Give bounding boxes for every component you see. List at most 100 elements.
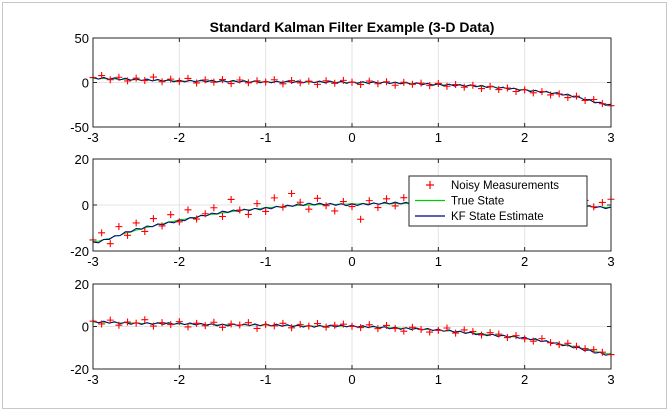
x-tick-label: 3 xyxy=(607,254,614,269)
measurement-point xyxy=(564,94,572,102)
y-tick-label: -50 xyxy=(70,120,89,135)
measurement-point xyxy=(236,76,244,84)
measurement-point xyxy=(572,92,580,100)
measurement-point xyxy=(296,79,304,87)
measurement-point xyxy=(201,76,209,84)
x-tick-label: 2 xyxy=(521,254,528,269)
measurement-point xyxy=(132,74,140,82)
measurement-point xyxy=(115,321,123,329)
measurement-point xyxy=(219,76,226,84)
y-tick-label: -20 xyxy=(70,362,89,377)
measurement-point xyxy=(227,195,235,203)
x-tick-label: 3 xyxy=(607,372,614,387)
measurement-point xyxy=(262,78,270,86)
x-tick-label: 0 xyxy=(348,130,355,145)
measurement-point xyxy=(158,222,166,230)
measurement-point xyxy=(383,78,391,86)
legend: Noisy Measurements True State KF State Est… xyxy=(408,175,588,227)
chart-title: Standard Kalman Filter Example (3-D Data… xyxy=(210,19,495,35)
measurement-point xyxy=(564,339,572,347)
measurement-point xyxy=(175,218,183,226)
measurement-point xyxy=(270,322,278,330)
measurement-point xyxy=(417,79,425,87)
measurement-point xyxy=(590,346,598,354)
measurement-point xyxy=(391,324,399,332)
measurement-point xyxy=(253,200,261,208)
measurement-point xyxy=(348,78,356,86)
measurement-point xyxy=(158,319,166,327)
legend-label: True State xyxy=(451,196,504,208)
measurement-point xyxy=(132,319,140,327)
measurement-point xyxy=(581,96,589,104)
x-tick-label: 1 xyxy=(435,130,442,145)
y-tick-label: 0 xyxy=(82,320,89,335)
measurement-point xyxy=(538,335,546,343)
measurement-point xyxy=(374,325,382,333)
measurement-point xyxy=(357,324,365,332)
y-tick-label: 50 xyxy=(75,31,89,46)
measurement-point xyxy=(590,95,598,103)
measurement-point xyxy=(210,78,218,86)
measurement-point xyxy=(598,198,606,206)
measurement-point xyxy=(503,334,511,342)
measurement-point xyxy=(288,190,296,197)
measurement-point xyxy=(331,207,339,215)
measurement-point xyxy=(270,194,278,202)
measurement-point xyxy=(460,83,468,91)
measurement-point xyxy=(296,320,304,328)
measurement-point xyxy=(313,194,321,202)
measurement-point xyxy=(279,203,287,211)
measurement-point xyxy=(357,215,365,223)
measurement-point xyxy=(219,213,226,220)
measurement-point xyxy=(331,321,339,329)
measurement-point xyxy=(408,323,416,331)
x-tick-label: 2 xyxy=(521,372,528,387)
measurement-point xyxy=(383,195,391,203)
measurement-point xyxy=(348,203,356,211)
measurement-point xyxy=(538,88,546,96)
measurement-point xyxy=(288,77,296,85)
measurement-point xyxy=(106,240,114,248)
measurement-point xyxy=(547,339,555,347)
measurement-point xyxy=(339,76,347,84)
measurement-point xyxy=(124,77,132,85)
subplot-1: -3 -2 -1 0 1 2 3 -50 0 50 xyxy=(70,31,614,145)
measurement-point xyxy=(149,322,157,330)
measurement-point xyxy=(262,321,270,329)
measurement-point xyxy=(460,326,468,334)
x-tick-label: -1 xyxy=(260,130,272,145)
x-tick-label: -2 xyxy=(174,372,186,387)
measurement-point xyxy=(486,329,494,337)
measurement-point xyxy=(115,73,123,81)
measurement-point xyxy=(253,77,261,85)
measurement-point xyxy=(400,327,408,335)
measurement-point xyxy=(253,324,261,332)
x-tick-label: 0 xyxy=(348,254,355,269)
measurement-point xyxy=(572,342,580,350)
measurement-point xyxy=(590,203,598,211)
measurement-point xyxy=(365,321,373,329)
figure-frame xyxy=(2,2,667,409)
measurement-point xyxy=(167,211,175,219)
measurement-point xyxy=(598,100,606,108)
measurement-point xyxy=(193,79,201,87)
measurement-point xyxy=(201,322,209,330)
measurement-point xyxy=(158,78,166,86)
measurement-point xyxy=(201,210,209,218)
measurement-point xyxy=(313,320,321,328)
measurement-point xyxy=(598,348,606,356)
measurement-point xyxy=(305,205,313,213)
measurement-point xyxy=(322,323,330,331)
measurement-point xyxy=(305,322,313,330)
legend-marker xyxy=(426,181,434,189)
measurement-point xyxy=(184,206,192,214)
x-tick-label: -1 xyxy=(260,254,272,269)
measurement-point xyxy=(141,316,149,324)
x-tick-label: -3 xyxy=(87,372,99,387)
measurement-point xyxy=(400,78,408,86)
subplot-3: -3 -2 -1 0 1 2 3 -20 0 20 xyxy=(70,277,614,387)
x-tick-label: -3 xyxy=(87,130,99,145)
measurement-point xyxy=(529,337,537,345)
measurement-point xyxy=(313,80,321,88)
